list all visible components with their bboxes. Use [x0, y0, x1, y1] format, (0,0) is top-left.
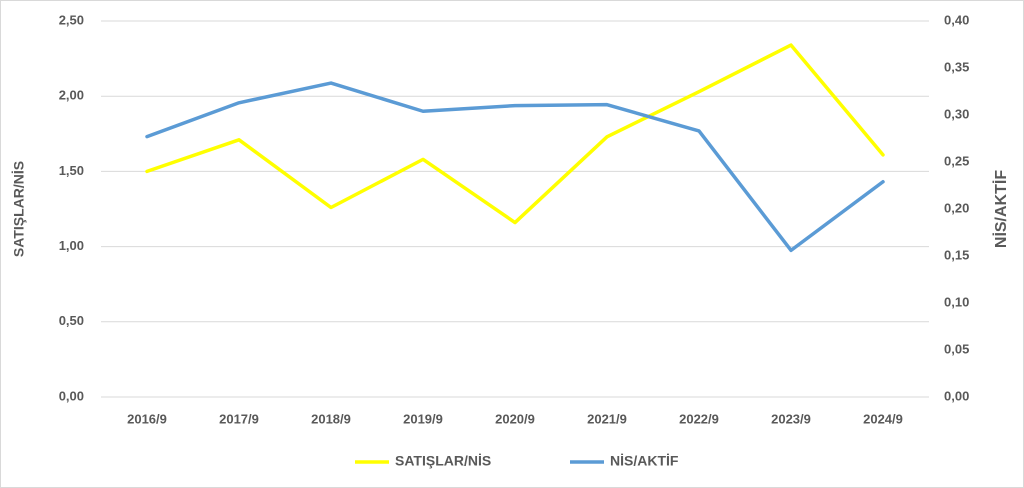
y-tick-label: 2,50 — [59, 12, 84, 27]
y2-tick-label: 0,30 — [944, 106, 969, 121]
line-series — [145, 81, 885, 253]
y-tick-label: 0,50 — [59, 313, 84, 328]
y-tick-label: 0,00 — [59, 388, 84, 403]
x-tick-label: 2020/9 — [495, 411, 535, 426]
x-tick-label: 2018/9 — [311, 411, 351, 426]
x-tick-label: 2016/9 — [127, 411, 167, 426]
y2-tick-label: 0,20 — [944, 200, 969, 215]
y-tick-label: 1,00 — [59, 238, 84, 253]
y2-tick-label: 0,40 — [944, 12, 969, 27]
x-tick-label: 2017/9 — [219, 411, 259, 426]
y2-tick-label: 0,10 — [944, 294, 969, 309]
y-axis-title: SATIŞLAR/NİS — [11, 161, 27, 257]
y2-tick-label: 0,25 — [944, 153, 969, 168]
y2-axis-title: NİS/AKTİF — [992, 170, 1010, 248]
x-tick-label: 2021/9 — [587, 411, 627, 426]
x-tick-label: 2023/9 — [771, 411, 811, 426]
y2-tick-label: 0,00 — [944, 388, 969, 403]
legend-label: NİS/AKTİF — [610, 453, 679, 469]
x-tick-label: 2019/9 — [403, 411, 443, 426]
x-tick-label: 2024/9 — [863, 411, 903, 426]
x-tick-label: 2022/9 — [679, 411, 719, 426]
legend-label: SATIŞLAR/NİS — [395, 453, 491, 469]
y2-tick-label: 0,35 — [944, 59, 969, 74]
y2-tick-label: 0,15 — [944, 247, 969, 262]
y-tick-label: 1,50 — [59, 163, 84, 178]
y2-tick-label: 0,05 — [944, 341, 969, 356]
y-tick-label: 2,00 — [59, 88, 84, 103]
line-series — [145, 43, 885, 225]
